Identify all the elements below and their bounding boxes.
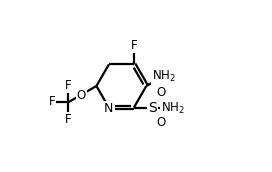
Text: F: F <box>65 79 72 92</box>
Text: F: F <box>65 112 72 126</box>
Text: S: S <box>149 101 157 115</box>
Text: N: N <box>104 102 114 115</box>
Text: O: O <box>157 116 166 129</box>
Text: NH$_2$: NH$_2$ <box>152 69 175 84</box>
Text: NH$_2$: NH$_2$ <box>161 101 184 116</box>
Text: O: O <box>157 86 166 99</box>
Text: O: O <box>77 89 86 101</box>
Text: F: F <box>131 39 137 52</box>
Text: F: F <box>49 95 55 109</box>
